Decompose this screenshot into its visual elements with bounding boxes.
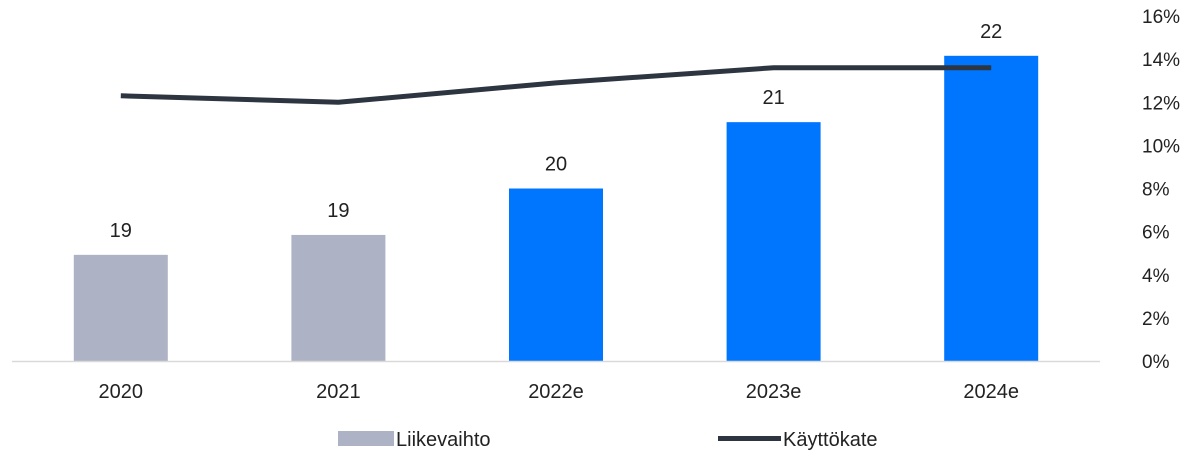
legend-label-liikevaihto: Liikevaihto — [396, 429, 491, 451]
data-label-2021: 19 — [327, 200, 349, 222]
bars-layer — [73, 55, 1039, 362]
y-tick-16%: 16% — [1142, 7, 1180, 28]
y-tick-8%: 8% — [1142, 180, 1170, 201]
x-tick-2024e: 2024e — [963, 381, 1019, 403]
x-axis: 2020 2021 2022e 2023e 2024e — [99, 381, 1019, 403]
y-tick-2%: 2% — [1142, 309, 1170, 330]
y-tick-6%: 6% — [1142, 223, 1170, 244]
data-label-2023e: 21 — [762, 87, 784, 109]
data-label-2020: 19 — [110, 220, 132, 242]
legend: Liikevaihto Käyttökate — [338, 429, 878, 451]
data-label-2022e: 20 — [545, 154, 567, 176]
x-tick-2021: 2021 — [316, 381, 361, 403]
bar-2022e — [509, 188, 603, 361]
data-label-2024e: 22 — [980, 21, 1002, 43]
x-tick-2023e: 2023e — [746, 381, 802, 403]
line-layer — [120, 65, 992, 105]
data-labels-layer: 19 19 20 21 22 — [110, 21, 1003, 242]
bar-2023e — [726, 122, 821, 362]
y-tick-0%: 0% — [1142, 352, 1170, 373]
legend-label-kayttokate: Käyttökate — [783, 429, 878, 451]
bar-2024e — [944, 55, 1039, 362]
x-tick-2022e: 2022e — [528, 381, 584, 403]
right-axis: 0% 2% 4% 6% 8% 10% 12% 14% 16% — [1142, 7, 1180, 373]
bar-2021 — [291, 234, 386, 361]
y-tick-14%: 14% — [1142, 50, 1180, 71]
bar-2020 — [73, 254, 168, 361]
line-kayttokate — [120, 65, 992, 105]
y-tick-10%: 10% — [1142, 136, 1180, 157]
x-tick-2020: 2020 — [99, 381, 144, 403]
y-tick-4%: 4% — [1142, 266, 1170, 287]
y-tick-12%: 12% — [1142, 93, 1180, 114]
legend-swatch-liikevaihto — [338, 431, 394, 446]
